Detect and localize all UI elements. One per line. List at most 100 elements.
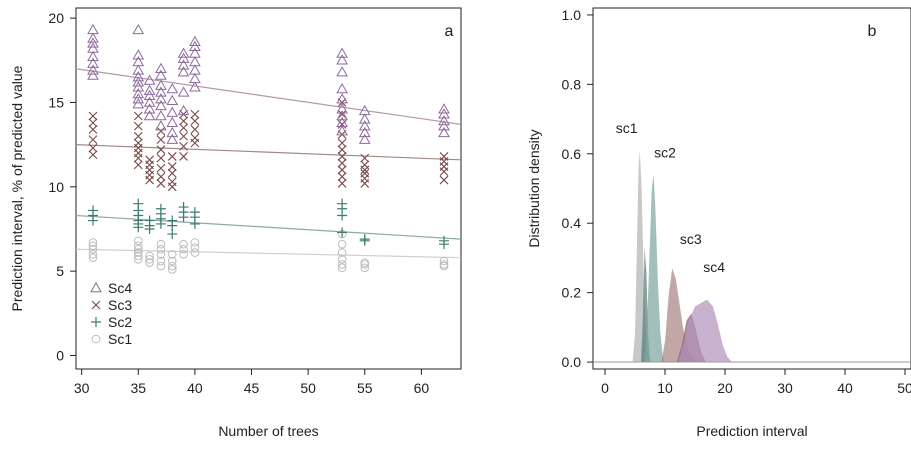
point-sc1 — [167, 261, 177, 271]
point-sc1 — [133, 236, 143, 246]
point-sc3 — [337, 172, 347, 182]
point-sc3 — [360, 165, 370, 175]
annotation-sc1: sc1 — [616, 120, 638, 136]
point-sc3 — [145, 175, 154, 185]
point-sc4 — [155, 120, 167, 131]
point-sc4 — [166, 106, 179, 117]
point-sc1 — [360, 263, 370, 273]
point-sc3 — [156, 145, 166, 155]
point-sc3 — [337, 179, 347, 188]
point-sc4 — [166, 126, 179, 138]
trend-line-sc2 — [75, 214, 462, 240]
point-sc3 — [167, 152, 177, 161]
point-sc4 — [438, 108, 450, 119]
point-sc3 — [179, 141, 188, 151]
point-sc1 — [156, 249, 166, 259]
legend-marker-sc3 — [91, 300, 101, 310]
point-sc4 — [166, 116, 179, 127]
point-sc4 — [87, 37, 99, 48]
point-sc2 — [87, 215, 98, 226]
point-sc4 — [143, 89, 156, 100]
point-sc1 — [190, 248, 200, 257]
density-area-sc2 — [644, 174, 665, 363]
point-sc2 — [178, 212, 189, 223]
legend-label-sc1: Sc1 — [108, 331, 132, 347]
panel-b-y-tick-label: 0.0 — [562, 354, 582, 370]
point-sc4 — [155, 79, 167, 90]
point-sc4 — [336, 82, 348, 94]
point-sc1 — [190, 243, 200, 252]
point-sc2 — [439, 239, 450, 250]
point-sc4 — [336, 54, 348, 65]
panel-b-y-tick-label: 0.6 — [562, 146, 582, 162]
point-sc4 — [132, 23, 145, 35]
annotation-sc3: sc3 — [680, 231, 702, 247]
point-sc3 — [179, 123, 188, 133]
point-sc1 — [88, 244, 98, 254]
legend-marker-sc1 — [91, 334, 101, 344]
point-sc1 — [337, 260, 347, 269]
point-sc4 — [87, 50, 99, 62]
panel-a-y-tick-label: 10 — [48, 179, 64, 195]
point-sc4 — [336, 125, 348, 136]
trend-line-sc4 — [75, 68, 462, 125]
point-sc4 — [87, 69, 99, 80]
point-sc4 — [143, 103, 156, 114]
panel-b-x-tick-label: 20 — [717, 380, 733, 396]
point-sc4 — [155, 99, 167, 111]
panel-a-y-axis-label: Prediction interval, % of predicted valu… — [9, 65, 25, 311]
point-sc2 — [337, 227, 348, 238]
point-sc4 — [358, 113, 371, 124]
point-sc4 — [155, 93, 167, 104]
point-sc3 — [190, 109, 200, 119]
panel-a-plot-frame — [75, 7, 462, 370]
point-sc3 — [88, 135, 98, 144]
panel-a-x-tick-label: 35 — [130, 380, 146, 396]
point-sc3 — [88, 150, 98, 160]
panel-b-y-tick-label: 0.2 — [562, 285, 582, 301]
point-sc3 — [88, 118, 98, 128]
point-sc4 — [87, 32, 99, 43]
panel-b-x-tick-label: 50 — [897, 380, 911, 396]
point-sc3 — [167, 182, 177, 192]
legend-marker-sc2 — [91, 317, 101, 327]
point-sc4 — [132, 49, 145, 60]
point-sc2 — [155, 218, 166, 229]
panel-a-x-tick-label: 40 — [187, 380, 203, 396]
point-sc1 — [133, 244, 143, 254]
point-sc1 — [133, 241, 143, 251]
point-sc4 — [132, 88, 145, 99]
point-sc1 — [145, 251, 154, 261]
panel-a-x-axis-label: Number of trees — [218, 423, 318, 439]
point-sc1 — [133, 248, 143, 257]
point-sc2 — [167, 229, 178, 240]
point-sc4 — [358, 126, 371, 138]
point-sc4 — [143, 84, 156, 95]
point-sc2 — [133, 222, 144, 233]
point-sc1 — [133, 255, 143, 264]
point-sc3 — [179, 152, 188, 161]
point-sc1 — [167, 249, 177, 259]
point-sc3 — [360, 179, 370, 188]
point-sc1 — [179, 239, 188, 249]
point-sc1 — [179, 244, 188, 254]
point-sc4 — [336, 93, 348, 104]
point-sc3 — [156, 135, 166, 144]
point-sc3 — [337, 145, 347, 155]
point-sc1 — [439, 256, 449, 266]
panel-b-x-tick-label: 30 — [777, 380, 793, 396]
point-sc4 — [143, 96, 156, 107]
point-sc4 — [177, 66, 190, 77]
point-sc1 — [156, 239, 166, 249]
legend-marker-sc4 — [90, 281, 102, 293]
point-sc4 — [132, 93, 145, 104]
trend-line-sc1 — [75, 248, 462, 259]
panel-a-x-tick-label: 55 — [357, 380, 373, 396]
point-sc1 — [156, 256, 166, 266]
point-sc4 — [132, 81, 145, 92]
point-sc4 — [438, 103, 450, 114]
annotation-sc4: sc4 — [703, 259, 725, 275]
point-sc3 — [337, 152, 347, 161]
point-sc1 — [88, 249, 98, 259]
